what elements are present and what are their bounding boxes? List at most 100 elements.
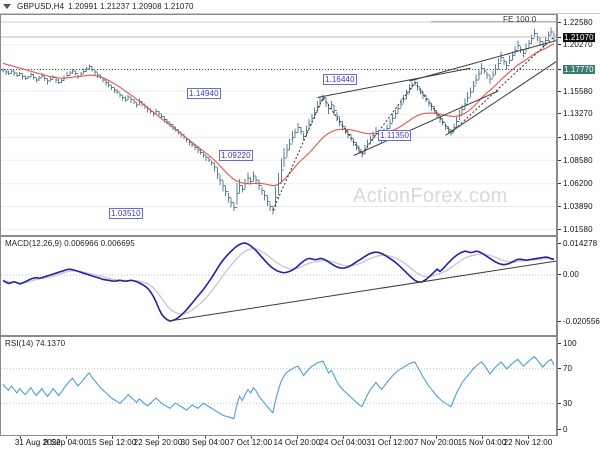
price-scale-tick: 1.17770	[558, 65, 600, 75]
date-axis-label: 22 Sep 20:00	[133, 438, 183, 447]
macd-plot[interactable]	[1, 237, 556, 335]
tick-mark-icon	[558, 69, 561, 71]
rsi-scale-tick: 0	[558, 424, 600, 434]
tick-mark-icon	[558, 44, 561, 46]
price-scale-tick-label: 1.06200	[563, 179, 593, 189]
date-axis-label: 24 Oct 04:00	[319, 438, 367, 447]
tick-mark-icon	[558, 242, 561, 244]
tick-mark-icon	[558, 136, 561, 138]
price-scale-tick-label: 1.10890	[563, 132, 593, 142]
fe-level-label: FE 100.0	[503, 15, 537, 24]
price-scale-tick: 1.10890	[558, 132, 600, 142]
price-scale-axis[interactable]: 1.22580 1.21070 1.20270 1.17770 1.15580 1.132…	[557, 14, 600, 236]
annotation-swing-low-1[interactable]: 1.03510	[109, 208, 143, 219]
price-scale-tick: 1.20270	[558, 40, 600, 50]
tick-mark-icon	[558, 428, 561, 430]
macd-scale-tick-label: -0.020556	[563, 316, 600, 326]
annotation-swing-high-2[interactable]: 1.16440	[323, 74, 357, 85]
tick-mark-icon	[558, 368, 561, 370]
price-panel[interactable]: ActionForex.com FE 100.0 1.14940 1.16440…	[0, 14, 557, 236]
price-scale-tick: 1.15580	[558, 86, 600, 96]
price-scale-tick-label: 1.15580	[563, 86, 593, 96]
tick-mark-icon	[558, 228, 561, 230]
price-scale-tick: 1.01580	[558, 224, 600, 234]
date-axis-label: 31 Aug 2022	[14, 438, 61, 447]
rsi-scale-tick: 100	[558, 338, 600, 348]
tick-mark-icon	[558, 113, 561, 115]
tick-mark-icon	[558, 402, 561, 404]
price-scale-tick: 1.22580	[558, 17, 600, 27]
date-axis[interactable]: 31 Aug 2022 8 Sep 04:00 15 Sep 12:00 22 Sep…	[0, 436, 600, 450]
price-scale-tick-label: 1.20270	[563, 40, 593, 50]
date-tick-mark	[436, 436, 437, 439]
date-tick-mark	[66, 436, 67, 439]
tick-mark-icon	[558, 21, 561, 23]
date-axis-label: 22 Nov 12:00	[503, 438, 553, 447]
price-scale-tick-label: 1.08580	[563, 155, 593, 165]
symbol-label: GBPUSD,H4	[17, 2, 65, 11]
tick-mark-icon	[558, 320, 561, 322]
rsi-scale-tick-label: 0	[563, 424, 568, 434]
price-scale-tick-label: 1.13270	[563, 109, 593, 119]
price-scale-tick-label: 1.22580	[563, 17, 593, 27]
date-tick-mark	[343, 436, 344, 439]
price-scale-tick-label: 1.17770	[563, 65, 595, 75]
rsi-scale-tick: 30	[558, 398, 600, 408]
annotation-swing-low-3[interactable]: 1.11350	[378, 130, 412, 141]
rsi-scale-tick: 70	[558, 364, 600, 374]
tick-mark-icon	[558, 90, 561, 92]
price-scale-tick-label: 1.21070	[563, 32, 595, 42]
tick-mark-icon	[558, 342, 561, 344]
macd-scale-tick: 0.00	[558, 270, 600, 280]
macd-scale-axis[interactable]: 0.014278 0.00 -0.020556	[557, 236, 600, 336]
date-tick-mark	[20, 436, 21, 439]
rsi-scale-axis[interactable]: 100 70 30 0	[557, 336, 600, 436]
date-tick-mark	[205, 436, 206, 439]
date-axis-label: 30 Sep 04:00	[180, 438, 230, 447]
price-scale-tick-label: 1.03890	[563, 201, 593, 211]
tick-mark-icon	[558, 183, 561, 185]
price-scale-tick: 1.06200	[558, 179, 600, 189]
date-axis-label: 31 Oct 12:00	[366, 438, 414, 447]
tick-mark-icon	[558, 205, 561, 207]
triangle-down-icon[interactable]	[3, 4, 11, 9]
date-tick-mark	[112, 436, 113, 439]
date-axis-label: 14 Oct 20:00	[273, 438, 321, 447]
date-tick-mark	[482, 436, 483, 439]
tick-mark-icon	[558, 36, 561, 38]
price-scale-tick-label: 1.01580	[563, 224, 593, 234]
date-tick-mark	[390, 436, 391, 439]
annotation-swing-low-2[interactable]: 1.09220	[219, 150, 253, 161]
tick-mark-icon	[558, 159, 561, 161]
date-axis-label: 15 Sep 12:00	[87, 438, 137, 447]
macd-scale-tick: 0.014278	[558, 238, 600, 248]
date-axis-label: 7 Nov 20:00	[413, 438, 459, 447]
price-scale-tick: 1.08580	[558, 155, 600, 165]
date-tick-mark	[297, 436, 298, 439]
annotation-swing-high-1[interactable]: 1.14940	[187, 88, 221, 99]
date-tick-mark	[251, 436, 252, 439]
watermark-actionforex: ActionForex.com	[353, 185, 508, 207]
rsi-scale-tick-label: 100	[563, 338, 577, 348]
macd-scale-tick: -0.020556	[558, 316, 600, 326]
price-scale-tick: 1.21070	[558, 32, 600, 42]
date-tick-mark	[528, 436, 529, 439]
date-axis-label: 7 Oct 12:00	[229, 438, 273, 447]
price-scale-tick: 1.03890	[558, 201, 600, 211]
rsi-scale-tick-label: 70	[563, 364, 573, 374]
rsi-label: RSI(14) 74.1370	[5, 339, 66, 348]
date-tick-mark	[158, 436, 159, 439]
rsi-plot[interactable]	[1, 337, 556, 435]
macd-panel[interactable]: MACD(12,26,9) 0.006966 0.006695	[0, 236, 557, 336]
rsi-scale-tick-label: 30	[563, 398, 573, 408]
rsi-panel[interactable]: RSI(14) 74.1370	[0, 336, 557, 436]
ohlc-values: 1.20991 1.21237 1.20908 1.21070	[68, 2, 194, 11]
macd-scale-tick-label: 0.014278	[563, 238, 598, 248]
price-plot[interactable]	[1, 15, 556, 235]
price-scale-tick: 1.13270	[558, 109, 600, 119]
macd-label: MACD(12,26,9) 0.006966 0.006695	[5, 239, 135, 248]
date-axis-label: 15 Nov 04:00	[457, 438, 507, 447]
macd-scale-tick-label: 0.00	[563, 270, 579, 280]
tick-mark-icon	[558, 274, 561, 276]
